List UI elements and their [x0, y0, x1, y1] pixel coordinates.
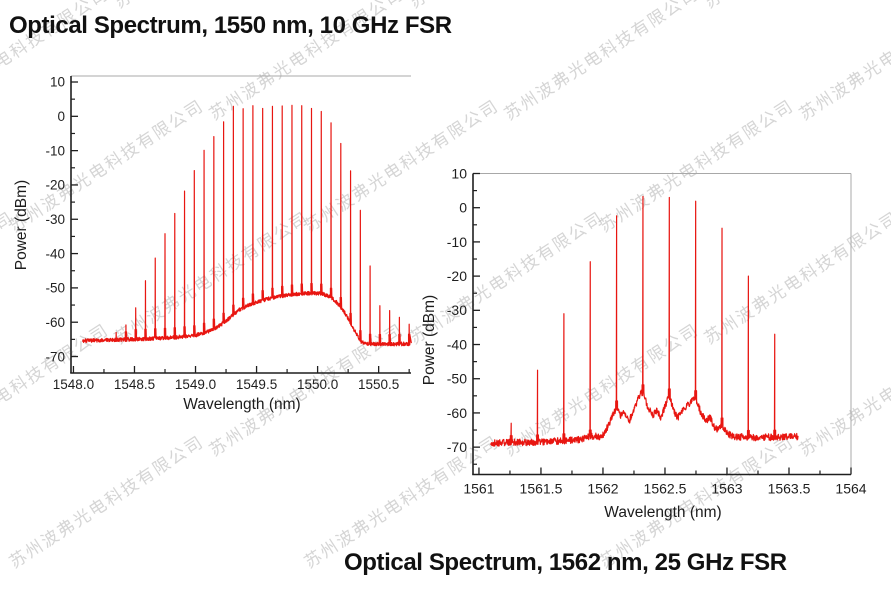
y-axis-label-right: Power (dBm) [421, 294, 438, 386]
watermark-text: 苏州波弗光电科技有限公司 [698, 0, 891, 13]
x-tick-label: 1561 [463, 481, 494, 497]
y-axis-label-left: Power (dBm) [13, 179, 30, 271]
x-tick-label: 1563 [711, 481, 742, 497]
x-tick-label: 1549.0 [175, 377, 216, 392]
y-tick-label: -60 [45, 315, 65, 330]
x-tick-label: 1548.5 [114, 377, 155, 392]
x-tick-label: 1562.5 [644, 481, 687, 497]
y-tick-label: -30 [447, 302, 467, 318]
y-tick-label: -20 [45, 178, 65, 193]
x-tick-label: 1548.0 [53, 377, 94, 392]
y-tick-label: -10 [447, 234, 467, 250]
x-tick-label: 1564 [835, 481, 866, 497]
x-tick-label: 1550.5 [358, 377, 399, 392]
y-tick-label: 0 [57, 109, 65, 124]
y-tick-label: 10 [50, 75, 65, 90]
y-tick-label: -40 [447, 336, 467, 352]
x-axis-ticks: 1561 1561.5 1562 1562.5 1563 1563.5 1564 [463, 467, 867, 497]
x-tick-label: 1562 [587, 481, 618, 497]
watermark-text: 苏州波弗光电科技有限公司 [795, 0, 891, 125]
watermark-text: 苏州波弗光电科技有限公司 [500, 0, 703, 125]
y-axis-ticks: 10 0 -10 -20 -30 -40 -50 -60 -70 [45, 75, 78, 364]
watermark-text: 苏州波弗光电科技有限公司 [5, 432, 208, 573]
title-bottom: Optical Spectrum, 1562 nm, 25 GHz FSR [344, 549, 787, 576]
x-axis-label-left: Wavelength (nm) [183, 396, 301, 413]
spectrum-chart-1562nm: 1561 1561.5 1562 1562.5 1563 1563.5 1564 10 0 -10… [447, 165, 867, 497]
y-tick-label: -50 [45, 281, 65, 296]
spectrum-trace [490, 195, 799, 447]
x-axis-ticks: 1548.0 1548.5 1549.0 1549.5 1550.0 1550.5 [53, 366, 410, 392]
y-tick-label: -70 [447, 439, 467, 455]
x-axis-label-right: Wavelength (nm) [604, 504, 722, 521]
y-tick-label: -30 [45, 212, 65, 227]
x-tick-label: 1563.5 [768, 481, 811, 497]
spectrum-trace [82, 104, 412, 347]
y-tick-label: 10 [451, 165, 467, 181]
y-axis-ticks: 10 0 -10 -20 -30 -40 -50 -60 -70 [447, 165, 480, 465]
y-tick-label: -70 [45, 349, 65, 364]
y-tick-label: -50 [447, 371, 467, 387]
title-top: Optical Spectrum, 1550 nm, 10 GHz FSR [9, 12, 452, 39]
y-tick-label: 0 [459, 200, 467, 216]
spectrum-chart-1550nm: 1548.0 1548.5 1549.0 1549.5 1550.0 1550.5 10 0 -… [45, 75, 412, 392]
x-tick-label: 1549.5 [236, 377, 277, 392]
y-tick-label: -20 [447, 268, 467, 284]
y-tick-label: -60 [447, 405, 467, 421]
y-tick-label: -40 [45, 246, 65, 261]
x-tick-label: 1550.0 [297, 377, 338, 392]
y-tick-label: -10 [45, 143, 65, 158]
x-tick-label: 1561.5 [520, 481, 563, 497]
